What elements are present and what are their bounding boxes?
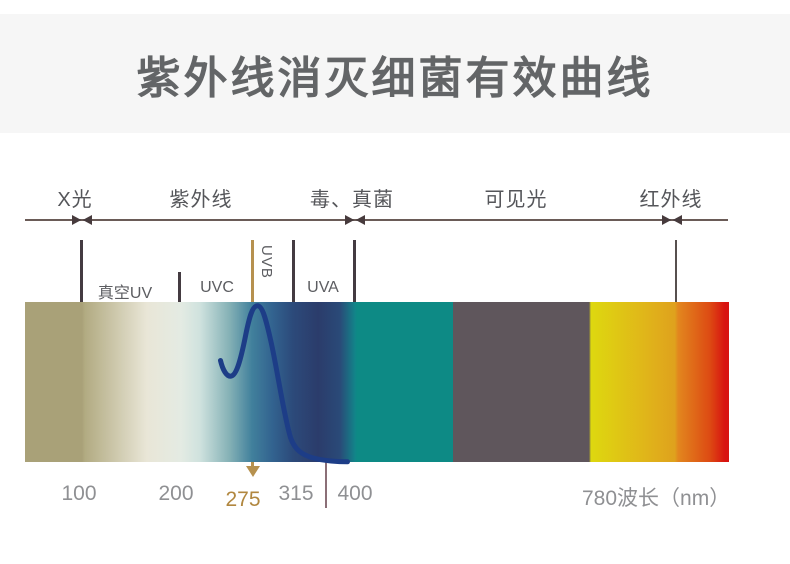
down-arrow-icon [245,466,260,477]
band-label-uvc: UVC [200,279,234,296]
scale-separator-line [325,462,327,508]
band-label-uvb: UVB [258,245,275,279]
region-label-uv: 紫外线 [169,189,233,211]
title-band: 紫外线消灭细菌有效曲线 [0,14,790,133]
region-label-germs: 毒、真菌 [310,189,394,211]
axis-boundary-marker-icon [345,215,365,225]
tick-275nm-highlight: 275 [225,488,261,511]
band-label-vacuum-uv: 真空UV [97,285,153,302]
region-label-xray: X光 [57,189,93,211]
page-title: 紫外线消灭细菌有效曲线 [136,53,654,103]
region-label-visible: 可见光 [484,189,548,211]
axis-boundary-marker-icon [662,215,682,225]
axis-boundary-marker-icon [72,215,92,225]
tick-315nm: 315 [278,482,314,505]
spectrum-gradient-bar [25,302,729,462]
tick-400nm: 400 [337,482,373,505]
region-label-infrared: 红外线 [639,189,703,211]
tick-200nm: 200 [158,482,194,505]
band-label-uva: UVA [307,279,339,296]
tick-780nm-axis-unit: 780波长（nm） [582,487,731,510]
tick-100nm: 100 [61,482,97,505]
wavelength-axis-line [25,219,728,221]
